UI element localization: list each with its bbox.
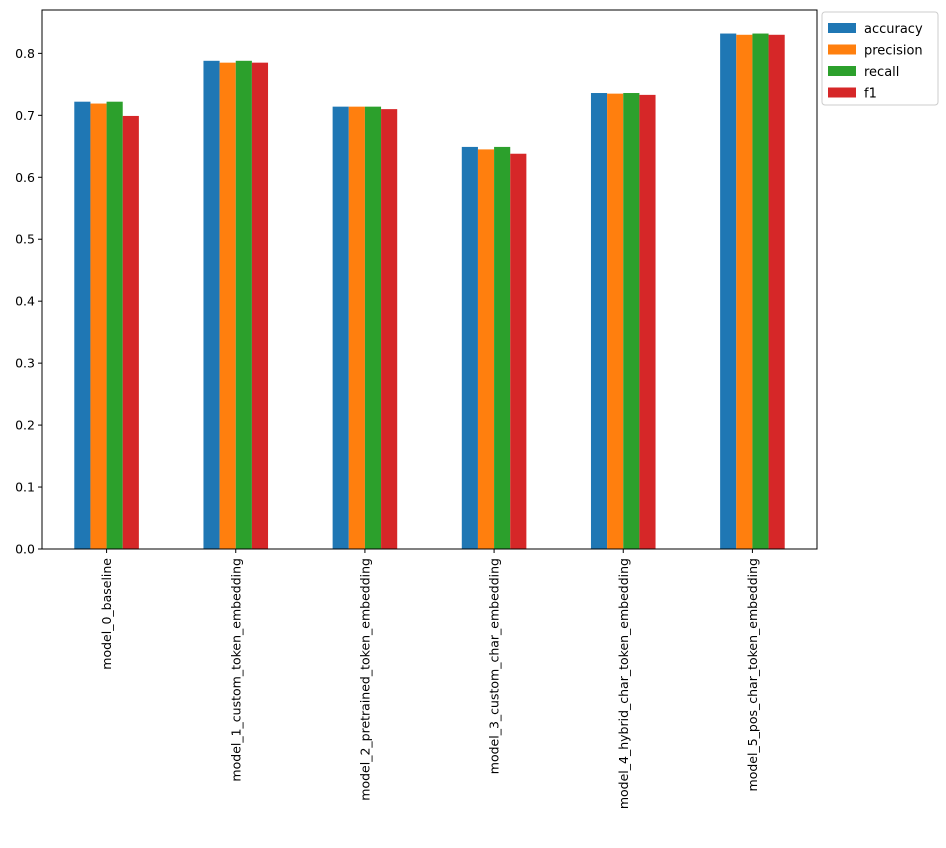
bar-accuracy-0 xyxy=(74,101,91,549)
bar-f1-4 xyxy=(639,94,656,549)
y-tick-label: 0.6 xyxy=(15,170,35,185)
bar-recall-4 xyxy=(623,93,640,549)
bar-f1-1 xyxy=(251,62,269,549)
bar-precision-0 xyxy=(90,103,107,550)
y-tick-label: 0.5 xyxy=(15,232,35,247)
legend-swatch-precision xyxy=(828,44,856,55)
bar-accuracy-4 xyxy=(590,93,608,549)
y-tick-label: 0.7 xyxy=(15,108,35,123)
legend-label-precision: precision xyxy=(864,44,923,59)
bar-precision-2 xyxy=(348,106,365,549)
bar-f1-5 xyxy=(768,34,785,549)
y-tick-label: 0.0 xyxy=(15,542,35,557)
y-axis: 0.0 0.1 0.2 0.3 0.4 0.5 0.6 0.7 0.8 xyxy=(15,46,42,557)
bar-recall-2 xyxy=(364,106,382,549)
legend-box xyxy=(821,11,939,106)
x-tick-label: model_4_hybrid_char_token_embedding xyxy=(616,558,631,809)
bar-precision-1 xyxy=(219,62,236,549)
bar-recall-3 xyxy=(494,146,511,549)
x-tick-label: model_1_custom_token_embedding xyxy=(228,558,243,782)
y-tick-label: 0.8 xyxy=(15,46,35,61)
legend-label-accuracy: accuracy xyxy=(864,22,923,37)
y-tick-label: 0.3 xyxy=(15,356,35,371)
bar-group xyxy=(74,33,785,550)
bar-recall-1 xyxy=(235,60,252,549)
x-tick-label: model_2_pretrained_token_embedding xyxy=(357,558,372,801)
bar-precision-5 xyxy=(736,34,753,549)
legend-label-f1: f1 xyxy=(864,87,877,102)
legend: accuracy precision recall f1 xyxy=(821,11,939,106)
bar-accuracy-5 xyxy=(720,33,737,549)
bar-f1-3 xyxy=(510,153,527,549)
bar-recall-0 xyxy=(106,101,123,549)
x-tick-label: model_5_pos_char_token_embedding xyxy=(745,558,760,791)
bar-recall-5 xyxy=(752,33,769,549)
y-tick-label: 0.2 xyxy=(15,418,35,433)
bar-f1-0 xyxy=(122,115,139,549)
bar-precision-4 xyxy=(607,93,624,549)
bar-accuracy-1 xyxy=(203,60,220,549)
legend-swatch-accuracy xyxy=(828,23,856,33)
legend-label-recall: recall xyxy=(864,65,899,80)
y-tick-label: 0.4 xyxy=(15,294,35,309)
legend-swatch-recall xyxy=(828,66,856,76)
x-tick-label: model_0_baseline xyxy=(99,558,114,670)
bar-precision-3 xyxy=(477,149,495,549)
plot-frame xyxy=(41,9,818,550)
bar-f1-2 xyxy=(381,109,398,549)
bar-accuracy-3 xyxy=(461,146,478,549)
bar-accuracy-2 xyxy=(332,106,349,549)
y-tick-label: 0.1 xyxy=(15,480,35,495)
x-tick-label: model_3_custom_char_embedding xyxy=(487,558,502,774)
legend-swatch-f1 xyxy=(828,87,856,98)
x-axis: model_0_baseline model_1_custom_token_emb… xyxy=(99,549,760,809)
